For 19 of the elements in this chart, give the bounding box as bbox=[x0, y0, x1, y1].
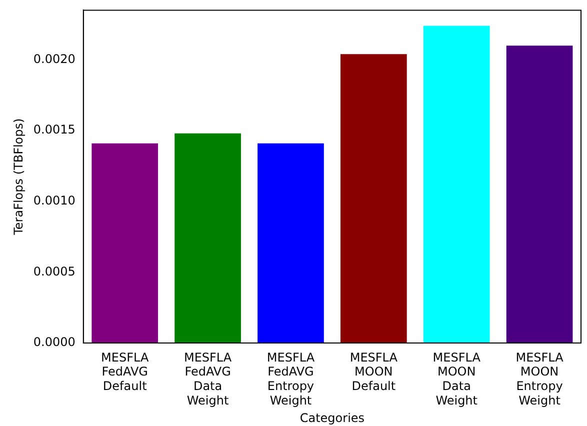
bar bbox=[92, 143, 158, 343]
x-tick-label: MESFLA FedAVG Data Weight bbox=[184, 350, 232, 408]
bar bbox=[423, 26, 490, 343]
x-tick-label: MESFLA FedAVG Entropy Weight bbox=[266, 350, 316, 408]
bar bbox=[174, 133, 241, 343]
y-tick-label: 0.0010 bbox=[33, 194, 76, 208]
bar bbox=[258, 143, 324, 343]
x-tick-label: MESFLA MOON Entropy Weight bbox=[516, 350, 564, 408]
x-axis-title: Categories bbox=[300, 410, 365, 425]
x-tick-label: MESFLA MOON Default bbox=[350, 350, 398, 394]
x-tick-label: MESFLA MOON Data Weight bbox=[432, 350, 482, 408]
y-tick-label: 0.0005 bbox=[33, 264, 76, 278]
bar bbox=[340, 54, 407, 343]
y-axis-title: TeraFlops (TBFlops) bbox=[11, 118, 26, 236]
x-tick-label: MESFLA FedAVG Default bbox=[101, 350, 150, 394]
bar bbox=[506, 46, 573, 343]
y-tick-label: 0.0000 bbox=[33, 335, 76, 350]
y-tick-label: 0.0020 bbox=[33, 52, 76, 66]
y-tick-label: 0.0015 bbox=[33, 122, 76, 137]
